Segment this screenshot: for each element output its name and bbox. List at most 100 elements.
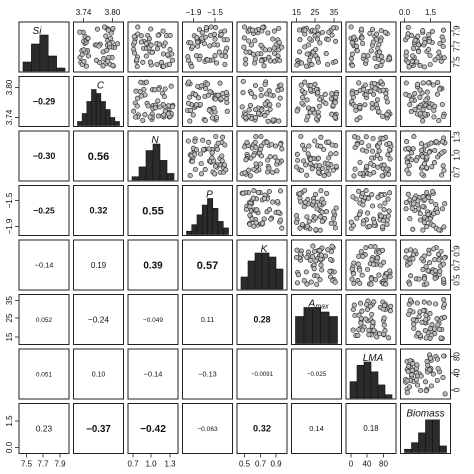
scatter-point <box>294 213 300 219</box>
scatter-point <box>206 146 212 152</box>
scatter-point <box>224 45 230 51</box>
scatter-point <box>211 105 217 111</box>
axis-bottom: 0 40 80 <box>349 453 388 469</box>
scatter-point <box>374 255 380 261</box>
scatter-point <box>303 63 309 69</box>
scatter-point <box>378 62 384 68</box>
scatter-point <box>131 50 138 56</box>
scatter-point <box>360 191 366 197</box>
scatter-point <box>328 151 334 157</box>
scatter-point <box>405 145 412 151</box>
scatter-point <box>189 64 195 70</box>
scatter-point <box>224 37 230 43</box>
variable-label-subscript: max <box>315 304 329 311</box>
scatter-point <box>356 327 362 333</box>
correlation-value: −0.37 <box>86 424 111 435</box>
scatter-point <box>384 221 390 227</box>
scatter-point <box>365 210 371 216</box>
scatter-point <box>96 43 102 49</box>
scatter-point <box>442 391 448 397</box>
scatter-point <box>270 169 276 176</box>
axis-tick-label: −1.5 <box>5 192 14 208</box>
histogram-bar <box>349 381 358 399</box>
scatter-point <box>362 82 368 88</box>
scatter-point <box>262 47 268 53</box>
panel-frame <box>236 403 288 454</box>
scatter-point <box>332 99 338 106</box>
scatter-point <box>313 191 319 197</box>
scatter-point <box>425 80 431 86</box>
histogram-bar <box>77 121 83 126</box>
scatter-point <box>157 104 163 110</box>
scatter-point <box>115 41 121 47</box>
correlation-value: −0.42 <box>140 424 166 435</box>
scatter-point <box>138 79 144 85</box>
scatter-point <box>278 217 284 223</box>
scatter-point <box>408 109 414 115</box>
axis-tick-label: 7.5 <box>453 56 462 68</box>
panel-r6-c6: LMA <box>345 348 397 400</box>
scatter-point <box>421 219 427 225</box>
scatter-point <box>421 64 427 70</box>
scatter-point <box>299 60 305 66</box>
scatter-point <box>278 82 284 88</box>
scatter-point <box>432 57 438 63</box>
scatter-point <box>374 31 380 37</box>
scatter-point <box>200 137 206 143</box>
panel-r3-c1: 0.32 <box>73 185 124 236</box>
scatter-point <box>369 105 375 111</box>
scatter-point <box>303 269 309 275</box>
correlation-value: 0.19 <box>91 261 107 270</box>
scatter-point <box>166 61 173 67</box>
scatter-point <box>255 51 261 57</box>
axis-tick-label: 40 <box>363 460 372 469</box>
scatter-point <box>222 61 228 67</box>
axis-tick-label: 7.9 <box>54 460 66 469</box>
scatter-point <box>156 41 162 47</box>
histogram-bar <box>384 394 393 399</box>
scatter-point <box>409 58 415 64</box>
correlation-value: −0.0091 <box>251 371 274 378</box>
scatter-point <box>323 100 329 107</box>
scatter-point <box>378 192 385 198</box>
panel-r6-c5: −0.025 <box>291 348 342 400</box>
scatter-point <box>252 114 259 121</box>
scatter-point <box>187 173 193 179</box>
scatter-point <box>272 154 278 160</box>
scatter-point <box>434 377 440 383</box>
scatter-point <box>140 59 146 65</box>
axis-tick-label: 7.7 <box>453 40 462 52</box>
scatter-point <box>277 95 283 101</box>
histogram-bar <box>81 113 88 126</box>
panel-r5-c7 <box>400 294 451 345</box>
scatter-point <box>243 49 249 55</box>
scatter-point <box>421 299 427 305</box>
panel-r3-c7 <box>400 185 451 236</box>
scatter-point <box>207 43 213 49</box>
scatter-point <box>192 151 198 157</box>
scatter-point <box>430 371 436 377</box>
histogram-bar <box>439 445 447 453</box>
panel-r1-c3 <box>182 76 233 127</box>
scatter-point <box>441 167 447 174</box>
panel-r1-c4 <box>236 76 288 127</box>
scatter-point <box>369 257 375 263</box>
scatter-point <box>300 94 306 100</box>
scatter-point <box>304 172 310 178</box>
scatter-point <box>93 57 99 63</box>
scatter-point <box>267 154 273 160</box>
scatter-point <box>351 302 357 308</box>
panel-r3-c3: P <box>182 185 233 236</box>
panel-r2-c5 <box>291 130 342 182</box>
scatter-point <box>363 188 369 194</box>
scatter-point <box>209 155 215 161</box>
scatter-point <box>435 322 441 328</box>
panel-frame <box>182 239 233 291</box>
axis-tick-label: −1.9 <box>186 8 202 17</box>
scatter-point <box>262 113 268 119</box>
scatter-point <box>220 134 226 140</box>
scatter-point <box>421 161 427 167</box>
scatter-point <box>222 162 228 168</box>
scatter-point <box>247 204 253 210</box>
axis-tick-label: 0.7 <box>453 259 462 271</box>
